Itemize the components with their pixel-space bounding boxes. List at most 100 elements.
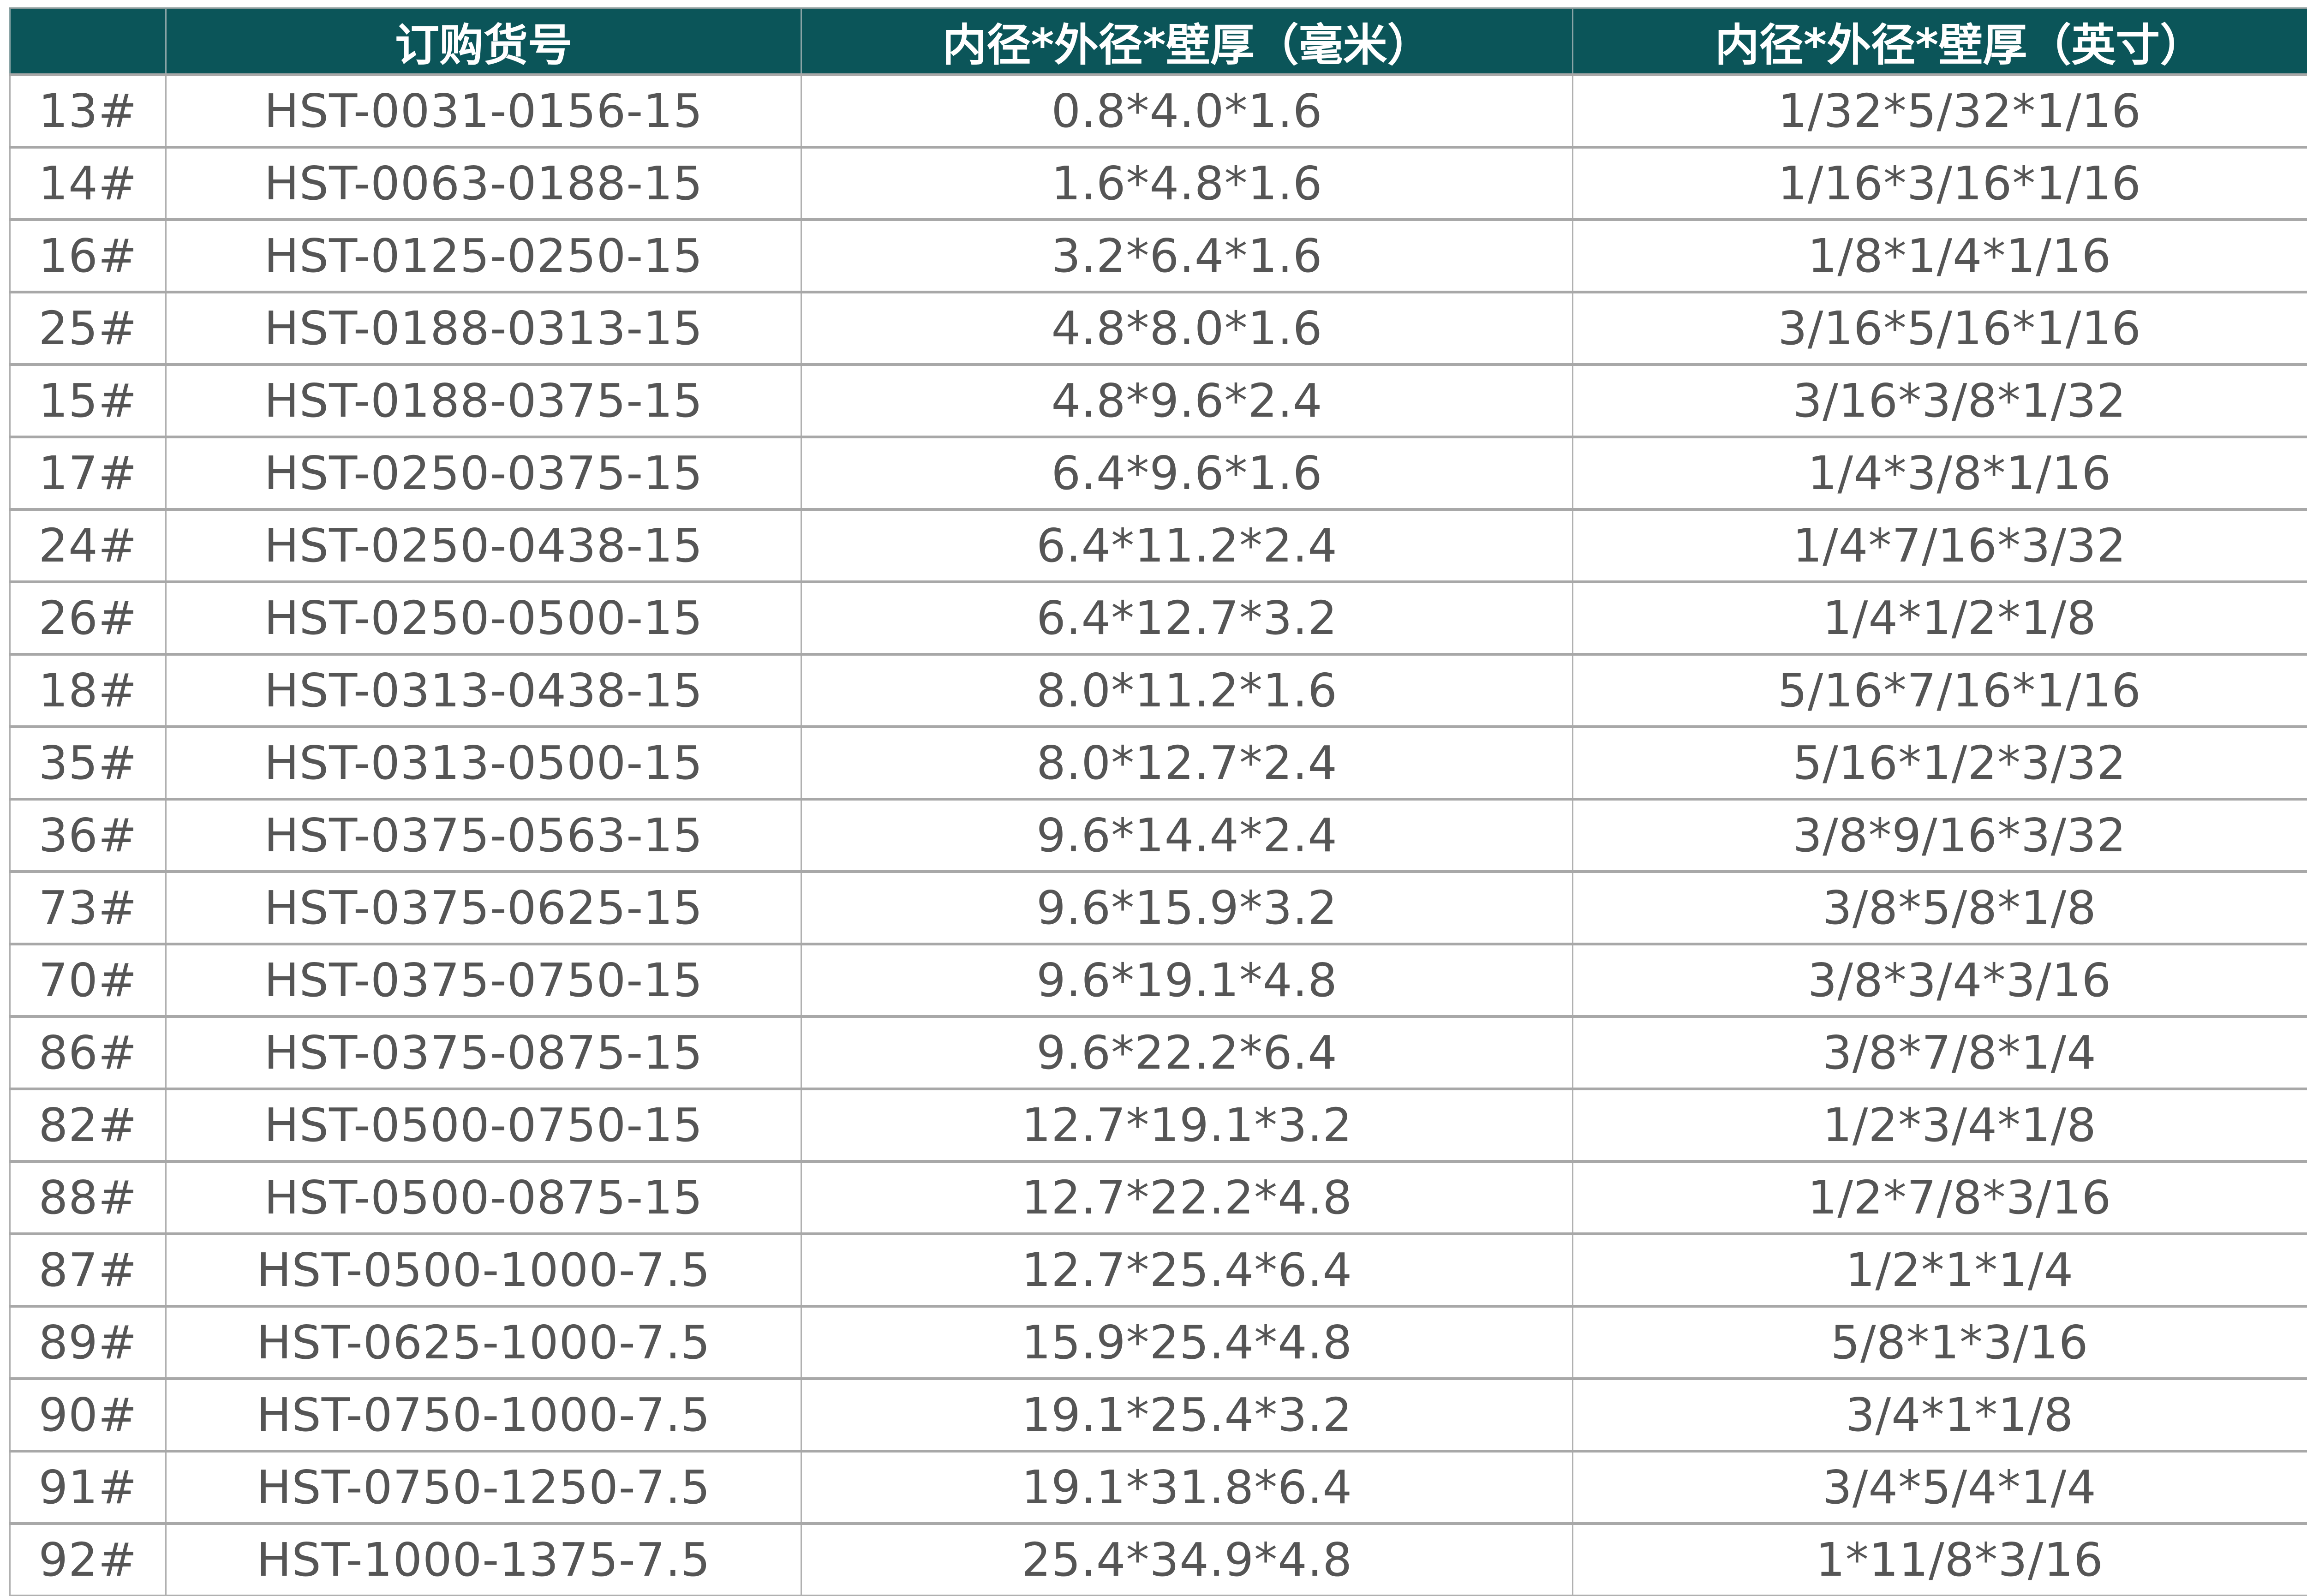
cell-dimensions-inch: 3/8*7/8*1/4 [1573, 1016, 2307, 1089]
cell-index: 86# [10, 1016, 166, 1089]
cell-dimensions-inch: 5/16*1/2*3/32 [1573, 727, 2307, 799]
cell-dimensions-mm: 0.8*4.0*1.6 [801, 75, 1573, 147]
cell-index: 87# [10, 1234, 166, 1306]
cell-dimensions-inch: 3/8*5/8*1/8 [1573, 872, 2307, 944]
cell-order-number: HST-0750-1000-7.5 [166, 1379, 801, 1451]
header-index [10, 8, 166, 75]
cell-order-number: HST-1000-1375-7.5 [166, 1524, 801, 1596]
cell-order-number: HST-0313-0500-15 [166, 727, 801, 799]
cell-index: 90# [10, 1379, 166, 1451]
cell-dimensions-inch: 1/4*7/16*3/32 [1573, 509, 2307, 582]
cell-dimensions-inch: 3/16*3/8*1/32 [1573, 365, 2307, 437]
cell-dimensions-mm: 12.7*19.1*3.2 [801, 1089, 1573, 1161]
cell-order-number: HST-0250-0375-15 [166, 437, 801, 509]
header-order-number: 订购货号 [166, 8, 801, 75]
cell-index: 24# [10, 509, 166, 582]
cell-index: 15# [10, 365, 166, 437]
cell-order-number: HST-0188-0375-15 [166, 365, 801, 437]
cell-dimensions-inch: 1/16*3/16*1/16 [1573, 147, 2307, 220]
cell-order-number: HST-0500-1000-7.5 [166, 1234, 801, 1306]
cell-dimensions-mm: 6.4*12.7*3.2 [801, 582, 1573, 654]
cell-dimensions-mm: 4.8*8.0*1.6 [801, 292, 1573, 365]
cell-order-number: HST-0375-0625-15 [166, 872, 801, 944]
cell-order-number: HST-0063-0188-15 [166, 147, 801, 220]
header-row: 订购货号 内径*外径*壁厚（毫米） 内径*外径*壁厚（英寸） [10, 8, 2307, 75]
cell-dimensions-mm: 9.6*15.9*3.2 [801, 872, 1573, 944]
cell-dimensions-inch: 1/2*1*1/4 [1573, 1234, 2307, 1306]
cell-index: 18# [10, 654, 166, 727]
cell-index: 92# [10, 1524, 166, 1596]
cell-dimensions-mm: 12.7*25.4*6.4 [801, 1234, 1573, 1306]
cell-dimensions-mm: 6.4*9.6*1.6 [801, 437, 1573, 509]
cell-dimensions-inch: 1/4*1/2*1/8 [1573, 582, 2307, 654]
cell-dimensions-mm: 19.1*31.8*6.4 [801, 1451, 1573, 1524]
cell-dimensions-inch: 3/8*9/16*3/32 [1573, 799, 2307, 872]
cell-dimensions-mm: 19.1*25.4*3.2 [801, 1379, 1573, 1451]
cell-dimensions-inch: 1/32*5/32*1/16 [1573, 75, 2307, 147]
header-dimensions-mm: 内径*外径*壁厚（毫米） [801, 8, 1573, 75]
cell-order-number: HST-0031-0156-15 [166, 75, 801, 147]
cell-index: 91# [10, 1451, 166, 1524]
cell-order-number: HST-0313-0438-15 [166, 654, 801, 727]
cell-index: 73# [10, 872, 166, 944]
cell-order-number: HST-0375-0750-15 [166, 944, 801, 1016]
cell-dimensions-inch: 1/2*3/4*1/8 [1573, 1089, 2307, 1161]
cell-index: 35# [10, 727, 166, 799]
cell-order-number: HST-0750-1250-7.5 [166, 1451, 801, 1524]
cell-order-number: HST-0375-0875-15 [166, 1016, 801, 1089]
product-spec-table: 订购货号 内径*外径*壁厚（毫米） 内径*外径*壁厚（英寸） 13#HST-00… [9, 7, 2307, 1596]
cell-order-number: HST-0500-0750-15 [166, 1089, 801, 1161]
cell-dimensions-inch: 3/4*1*1/8 [1573, 1379, 2307, 1451]
cell-dimensions-mm: 25.4*34.9*4.8 [801, 1524, 1573, 1596]
cell-dimensions-inch: 5/8*1*3/16 [1573, 1306, 2307, 1379]
cell-index: 36# [10, 799, 166, 872]
cell-dimensions-inch: 1/2*7/8*3/16 [1573, 1161, 2307, 1234]
cell-index: 13# [10, 75, 166, 147]
cell-order-number: HST-0625-1000-7.5 [166, 1306, 801, 1379]
cell-dimensions-mm: 3.2*6.4*1.6 [801, 220, 1573, 292]
cell-dimensions-mm: 1.6*4.8*1.6 [801, 147, 1573, 220]
cell-dimensions-inch: 1*11/8*3/16 [1573, 1524, 2307, 1596]
cell-dimensions-mm: 9.6*19.1*4.8 [801, 944, 1573, 1016]
cell-index: 89# [10, 1306, 166, 1379]
cell-dimensions-inch: 1/8*1/4*1/16 [1573, 220, 2307, 292]
cell-order-number: HST-0500-0875-15 [166, 1161, 801, 1234]
cell-index: 17# [10, 437, 166, 509]
cell-index: 88# [10, 1161, 166, 1234]
cell-dimensions-inch: 5/16*7/16*1/16 [1573, 654, 2307, 727]
cell-order-number: HST-0250-0500-15 [166, 582, 801, 654]
cell-dimensions-mm: 8.0*12.7*2.4 [801, 727, 1573, 799]
cell-dimensions-inch: 3/8*3/4*3/16 [1573, 944, 2307, 1016]
cell-order-number: HST-0375-0563-15 [166, 799, 801, 872]
cell-index: 14# [10, 147, 166, 220]
cell-dimensions-mm: 9.6*14.4*2.4 [801, 799, 1573, 872]
cell-index: 70# [10, 944, 166, 1016]
cell-index: 25# [10, 292, 166, 365]
cell-dimensions-mm: 4.8*9.6*2.4 [801, 365, 1573, 437]
cell-dimensions-inch: 3/4*5/4*1/4 [1573, 1451, 2307, 1524]
cell-order-number: HST-0188-0313-15 [166, 292, 801, 365]
cell-dimensions-mm: 15.9*25.4*4.8 [801, 1306, 1573, 1379]
